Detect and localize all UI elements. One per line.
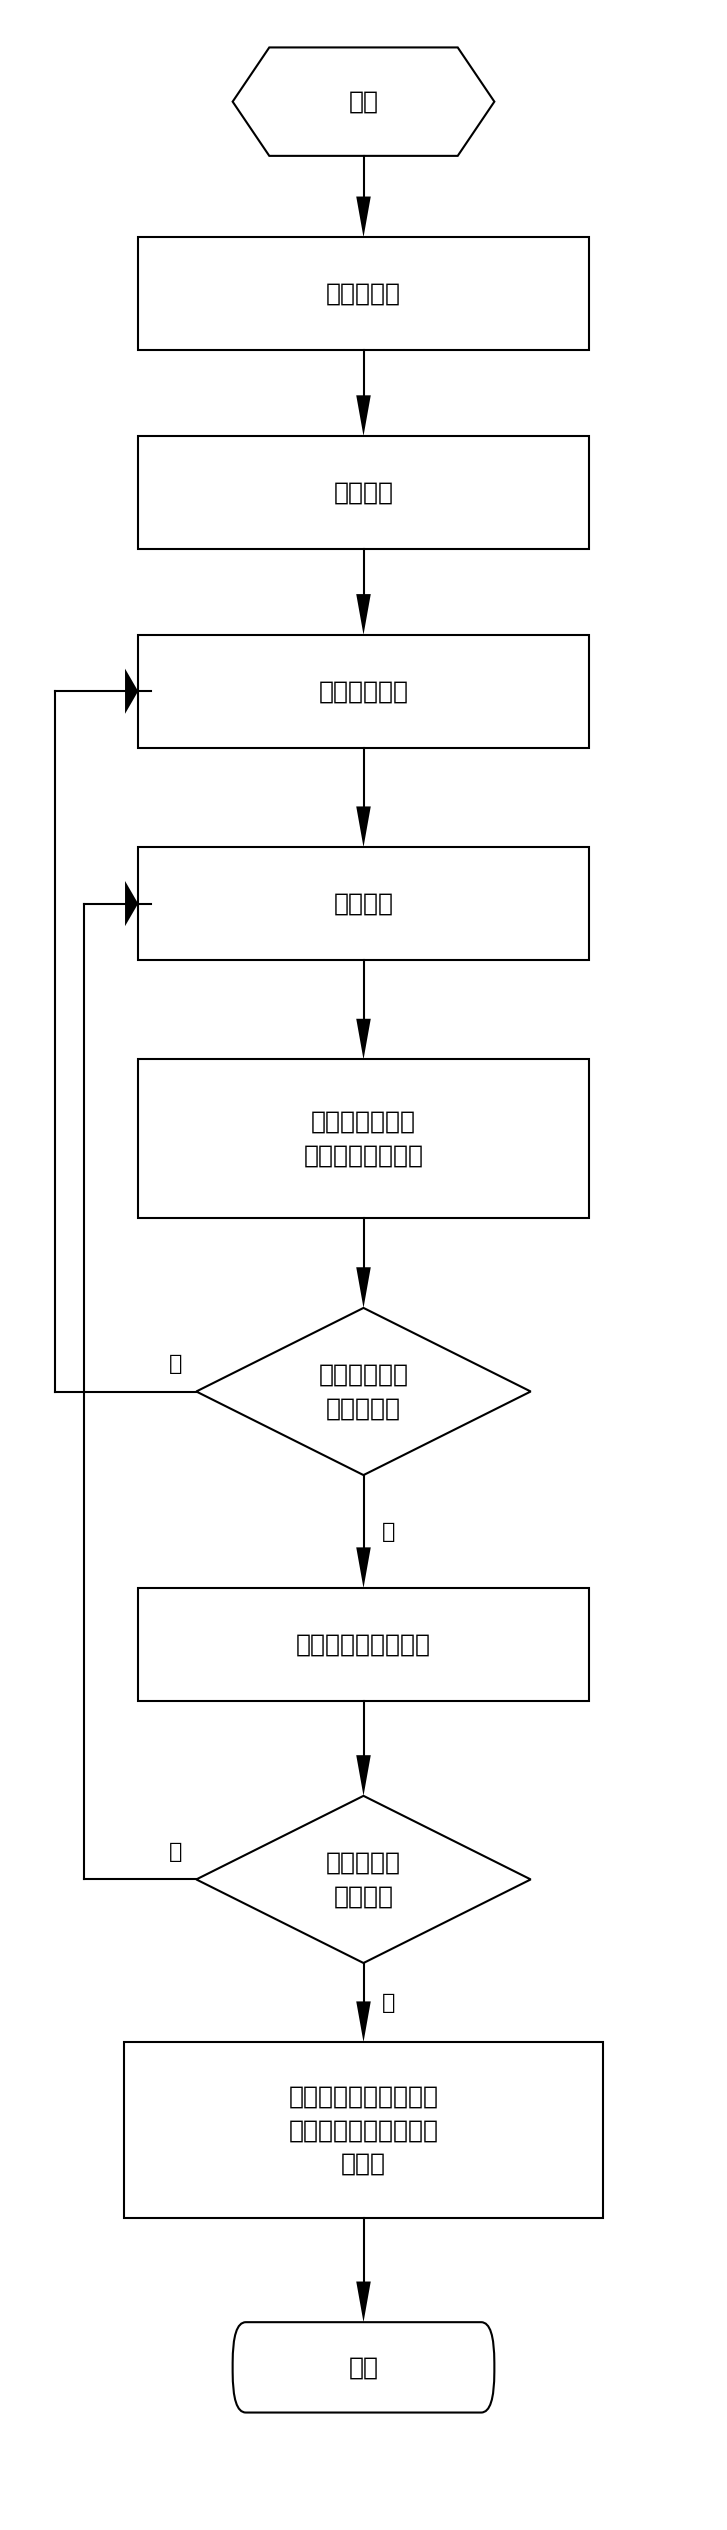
Text: 构建扫描矢量: 构建扫描矢量 — [318, 678, 409, 703]
Polygon shape — [125, 880, 138, 926]
Bar — [138, 1060, 589, 1217]
Text: 构建方程组，最小化方
法拟合天线误差修正模
型参数: 构建方程组，最小化方 法拟合天线误差修正模 型参数 — [289, 2085, 438, 2176]
Polygon shape — [356, 1756, 371, 1796]
Text: 否: 否 — [169, 1354, 182, 1374]
Bar — [138, 435, 589, 549]
Text: 结束: 结束 — [348, 2355, 379, 2378]
Bar — [138, 635, 589, 749]
Text: 解算天线指向偏
差，进行角度修正: 解算天线指向偏 差，进行角度修正 — [303, 1111, 424, 1166]
Polygon shape — [356, 1548, 371, 1589]
Text: 极大值跟踪: 极大值跟踪 — [326, 281, 401, 306]
Polygon shape — [125, 668, 138, 713]
Polygon shape — [356, 2001, 371, 2042]
Polygon shape — [356, 2282, 371, 2323]
Polygon shape — [356, 395, 371, 435]
Bar — [138, 238, 589, 349]
Text: 计算总的角度修正值: 计算总的角度修正值 — [296, 1632, 431, 1657]
Polygon shape — [356, 595, 371, 635]
Bar — [138, 848, 589, 959]
Text: 圆锥扫描: 圆锥扫描 — [334, 891, 393, 916]
Polygon shape — [356, 807, 371, 848]
Text: 是: 是 — [382, 1521, 395, 1541]
Text: 开始: 开始 — [348, 89, 379, 114]
Polygon shape — [356, 1020, 371, 1060]
Polygon shape — [356, 197, 371, 238]
Bar — [138, 1589, 589, 1700]
Text: 否: 否 — [169, 1842, 182, 1862]
Polygon shape — [356, 1268, 371, 1308]
Text: 变异系数是否
小于设定值: 变异系数是否 小于设定值 — [318, 1364, 409, 1419]
Text: 坐标变换: 坐标变换 — [334, 481, 393, 503]
Text: 是: 是 — [382, 1994, 395, 2011]
Text: 组数是否大
于设定值: 组数是否大 于设定值 — [326, 1849, 401, 1908]
Bar — [124, 2042, 603, 2219]
